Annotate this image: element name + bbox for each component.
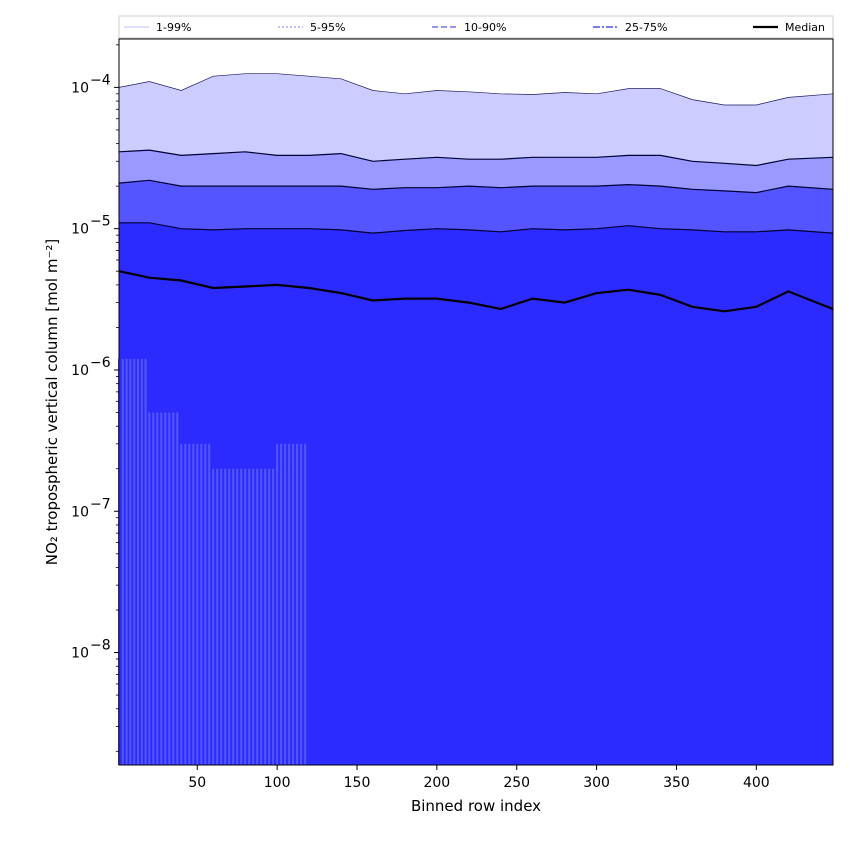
y-tick-exponent: −4 (90, 72, 111, 88)
x-tick-label: 250 (503, 775, 530, 791)
legend-label: Median (785, 21, 825, 34)
y-tick-label: 10 (71, 646, 89, 662)
x-tick-label: 100 (264, 775, 291, 791)
band-edge-25-75% (119, 222, 834, 234)
legend-label: 10-90% (464, 21, 506, 34)
x-tick-label: 350 (663, 775, 690, 791)
band-edge-1-99% (118, 73, 834, 106)
legend-label: 1-99% (156, 21, 191, 34)
x-tick-label: 200 (423, 775, 450, 791)
y-tick-exponent: −7 (90, 496, 111, 512)
band-edge-10-90% (118, 179, 834, 194)
y-tick-exponent: −5 (90, 214, 111, 230)
x-tick-label: 300 (583, 775, 610, 791)
y-tick-label: 10 (71, 80, 89, 96)
y-tick-label: 10 (71, 222, 89, 238)
x-tick-label: 150 (344, 775, 371, 791)
y-tick-exponent: −6 (90, 355, 111, 371)
legend-box (118, 15, 834, 39)
median-line (118, 270, 834, 313)
plot-frame (118, 38, 834, 766)
y-tick-exponent: −8 (90, 638, 111, 654)
legend-label: 25-75% (625, 21, 667, 34)
x-tick-label: 50 (188, 775, 206, 791)
x-tick-label: 400 (743, 775, 770, 791)
legend-label: 5-95% (310, 21, 345, 34)
band-edge-5-95% (118, 149, 834, 167)
y-tick-label: 10 (71, 504, 89, 520)
x-axis-label: Binned row index (411, 797, 541, 815)
y-tick-label: 10 (71, 363, 89, 379)
y-axis-label: NO₂ tropospheric vertical column [mol m⁻… (43, 239, 61, 565)
